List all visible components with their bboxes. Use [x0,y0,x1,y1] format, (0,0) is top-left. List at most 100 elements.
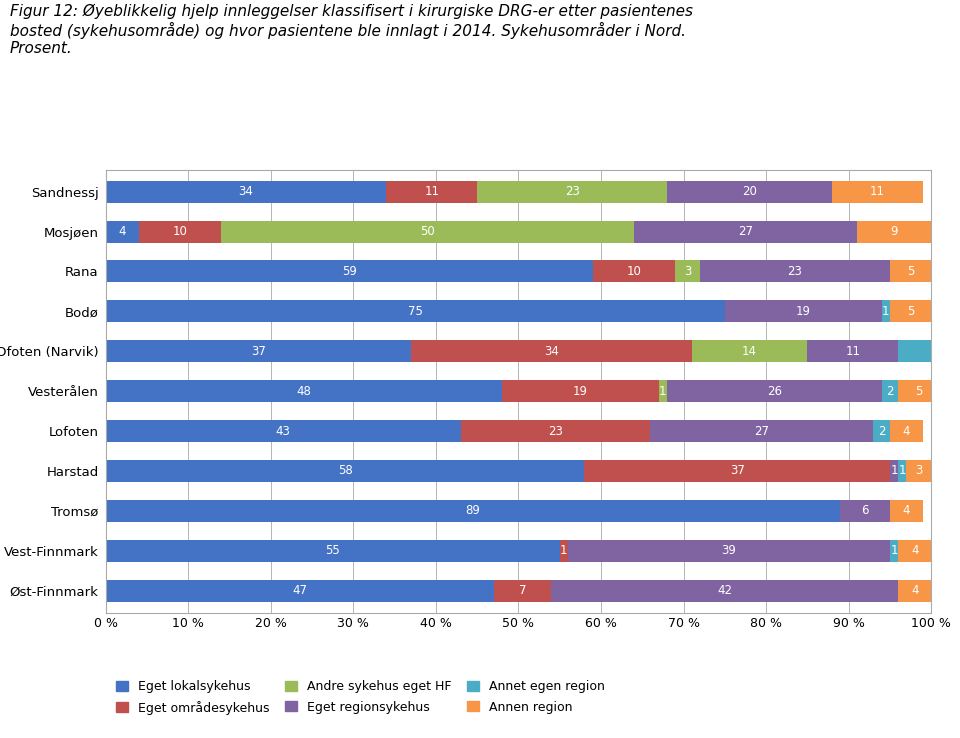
Bar [411,340,692,362]
Text: 34: 34 [544,345,559,358]
Text: 1: 1 [882,305,890,318]
Bar [890,500,923,522]
Bar [899,460,906,482]
Bar [890,460,899,482]
Text: 23: 23 [564,185,580,199]
Text: 4: 4 [902,424,910,438]
Text: 59: 59 [342,265,356,278]
Text: 37: 37 [251,345,266,358]
Bar [568,539,890,562]
Text: 19: 19 [573,384,588,398]
Bar [560,539,568,562]
Bar [106,181,386,203]
Bar [840,500,890,522]
Text: 5: 5 [907,265,914,278]
Text: 26: 26 [767,384,781,398]
Text: 1: 1 [560,544,567,557]
Text: 10: 10 [173,225,187,238]
Text: 4: 4 [118,225,126,238]
Text: 20: 20 [742,185,757,199]
Bar [899,539,931,562]
Bar [651,420,874,442]
Text: Figur 12: Øyeblikkelig hjelp innleggelser klassifisert i kirurgiske DRG-er etter: Figur 12: Øyeblikkelig hjelp innleggelse… [10,4,692,56]
Bar [493,579,551,601]
Bar [692,340,807,362]
Bar [386,181,477,203]
Bar [106,539,560,562]
Bar [502,380,659,402]
Text: 11: 11 [424,185,440,199]
Bar [106,460,585,482]
Bar [106,300,725,323]
Text: 10: 10 [627,265,641,278]
Text: 19: 19 [796,305,811,318]
Text: 3: 3 [684,265,691,278]
Text: 47: 47 [292,584,307,597]
Text: 11: 11 [845,345,860,358]
Text: 11: 11 [936,345,951,358]
Text: 34: 34 [238,185,253,199]
Bar [106,221,138,243]
Text: 58: 58 [338,464,352,477]
Text: 89: 89 [466,504,480,517]
Text: 75: 75 [408,305,422,318]
Text: 4: 4 [911,544,919,557]
Bar [667,380,881,402]
Bar [675,261,700,283]
Text: 1: 1 [890,464,898,477]
Bar [138,221,221,243]
Bar [807,340,899,362]
Bar [899,579,931,601]
Bar [700,261,890,283]
Text: 37: 37 [730,464,745,477]
Bar [890,539,899,562]
Bar [106,579,493,601]
Bar [899,380,940,402]
Bar [890,420,923,442]
Bar [890,261,931,283]
Legend: Eget lokalsykehus, Eget områdesykehus, Andre sykehus eget HF, Eget regionsykehus: Eget lokalsykehus, Eget områdesykehus, A… [112,676,609,718]
Bar [659,380,667,402]
Text: 48: 48 [297,384,311,398]
Text: 6: 6 [861,504,869,517]
Bar [881,300,890,323]
Bar [221,221,634,243]
Bar [592,261,675,283]
Bar [857,221,931,243]
Bar [477,181,667,203]
Text: 39: 39 [722,544,736,557]
Text: 43: 43 [276,424,291,438]
Text: 27: 27 [755,424,770,438]
Text: 23: 23 [548,424,563,438]
Bar [634,221,857,243]
Bar [106,261,592,283]
Bar [667,181,832,203]
Bar [551,579,899,601]
Text: 2: 2 [886,384,894,398]
Text: 1: 1 [890,544,898,557]
Text: 14: 14 [742,345,757,358]
Text: 1: 1 [899,464,906,477]
Bar [874,420,890,442]
Text: 50: 50 [420,225,435,238]
Text: 42: 42 [717,584,732,597]
Bar [899,340,960,362]
Bar [832,181,923,203]
Text: 5: 5 [907,305,914,318]
Text: 4: 4 [902,504,910,517]
Bar [461,420,651,442]
Text: 5: 5 [915,384,923,398]
Bar [906,460,931,482]
Text: 2: 2 [877,424,885,438]
Text: 27: 27 [738,225,753,238]
Bar [106,500,840,522]
Bar [106,380,502,402]
Text: 4: 4 [911,584,919,597]
Text: 55: 55 [325,544,340,557]
Bar [725,300,881,323]
Bar [585,460,890,482]
Bar [106,340,411,362]
Text: 3: 3 [915,464,923,477]
Bar [881,380,899,402]
Bar [106,420,461,442]
